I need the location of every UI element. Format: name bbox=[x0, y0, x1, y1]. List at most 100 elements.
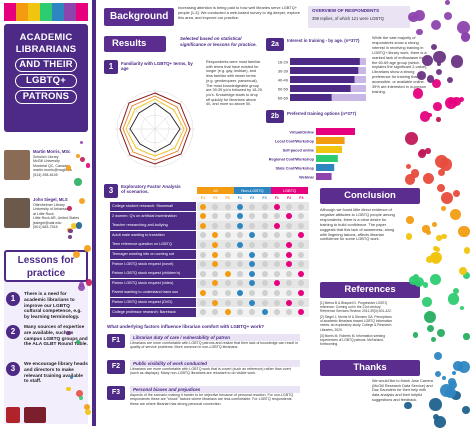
conclusion-text: Although we found little direct evidence… bbox=[320, 207, 395, 242]
factor-loading-dot bbox=[212, 280, 219, 287]
decorative-dot bbox=[425, 229, 432, 236]
scenario-row: 2 women: Q's on artificial insemination bbox=[110, 211, 196, 221]
decorative-dot bbox=[419, 110, 431, 122]
author-line: University of Arkansas bbox=[33, 207, 69, 211]
interest-category-label: 50-59 bbox=[278, 87, 289, 92]
factor-loading-dot bbox=[236, 261, 243, 268]
decorative-dot bbox=[433, 352, 442, 361]
factor-loading-dot bbox=[286, 241, 293, 248]
factor-loading-dot bbox=[212, 222, 219, 229]
decorative-dot bbox=[439, 158, 452, 171]
decorative-dot bbox=[416, 28, 424, 36]
decorative-dot bbox=[405, 232, 413, 240]
factor-loading-dot bbox=[261, 309, 268, 316]
factor-loading-dot bbox=[286, 261, 293, 268]
factor-loading-dot bbox=[236, 203, 243, 210]
title-line: AND THEIR bbox=[15, 58, 77, 72]
lessons-title: Lessons for practice bbox=[4, 250, 88, 282]
factor-loading-dot bbox=[224, 261, 231, 268]
decorative-dot bbox=[435, 371, 442, 378]
factor-loading-dot bbox=[200, 213, 206, 220]
decorative-dot bbox=[435, 68, 443, 75]
decorative-dot bbox=[427, 324, 435, 332]
decorative-dot bbox=[457, 21, 470, 34]
lesson-text: Many sources of expertise are available,… bbox=[24, 325, 88, 348]
scenario-row: Parent wanting to understand trans son bbox=[110, 288, 196, 298]
factor-loading-dot bbox=[298, 289, 305, 296]
factor-loading-dot bbox=[273, 299, 280, 306]
training-category-label: Local Conf/Workshop bbox=[275, 140, 315, 144]
mcgill-logo bbox=[6, 407, 20, 423]
factor-loading-dot bbox=[273, 232, 280, 239]
factor-column-header: F1 bbox=[200, 196, 206, 200]
factor-loading-dot bbox=[224, 289, 231, 296]
title-line: LGBTQ+ bbox=[15, 74, 77, 88]
factor-loading-dot bbox=[200, 251, 206, 258]
scenario-row: Teacher researching anti-bullying bbox=[110, 221, 196, 231]
factor-loading-dot bbox=[236, 280, 243, 287]
decorative-dot bbox=[411, 169, 420, 178]
poster-title: ACADEMIC LIBRARIANS AND THEIR LGBTQ+ PAT… bbox=[4, 24, 88, 132]
factor-loading-dot bbox=[236, 222, 243, 229]
author-line: Little Rock AR, United States bbox=[33, 216, 80, 220]
author-email[interactable]: martin.morris@mcgill.ca bbox=[33, 168, 72, 172]
section-title: Preferred training options (n=377) bbox=[287, 111, 357, 116]
training-chart: Virtual/Online Local Conf/Workshop Self-pa… bbox=[269, 128, 355, 180]
section-title: Exploratory Factor Analysis of scenarios… bbox=[121, 184, 181, 195]
decorative-dot bbox=[463, 271, 470, 279]
background-header: Background bbox=[104, 8, 174, 26]
factor-loading-dot bbox=[249, 213, 256, 220]
side-text: While the vast majority of respondents s… bbox=[372, 35, 428, 94]
decorative-dot bbox=[436, 184, 445, 192]
interest-category-label: 60-69 bbox=[278, 96, 289, 101]
decorative-dot bbox=[434, 154, 448, 168]
decorative-dot bbox=[458, 225, 470, 238]
factor-loading-dot bbox=[200, 280, 206, 287]
interest-bar bbox=[354, 76, 366, 83]
factor-loading-dot bbox=[224, 203, 231, 210]
decorative-dot bbox=[440, 191, 453, 204]
factor-loading-dot bbox=[273, 270, 280, 277]
interest-category-label: 40-49 bbox=[278, 78, 289, 83]
factor-loading-dot bbox=[212, 203, 219, 210]
author-email[interactable]: jssiegel@ualr.edu bbox=[33, 220, 62, 225]
factor-loading-dot bbox=[200, 232, 206, 239]
factor-loading-dot bbox=[286, 299, 293, 306]
section-number: 2b bbox=[266, 110, 284, 123]
decorative-dot bbox=[445, 0, 450, 6]
author-phone: (501) 683-7516 bbox=[33, 225, 58, 229]
training-bar bbox=[316, 128, 355, 135]
factor-loading-dot bbox=[273, 203, 280, 210]
decorative-dot bbox=[406, 163, 412, 169]
factor-column-header: F3 bbox=[225, 196, 230, 200]
training-category-label: State Conf/Workshop bbox=[275, 167, 314, 171]
decorative-dot bbox=[418, 150, 426, 158]
decorative-dot bbox=[413, 332, 419, 338]
decorative-dot bbox=[457, 360, 470, 373]
interest-chart: 18-29 30-39 40-49 50-59 60-69 bbox=[278, 58, 366, 101]
training-bar bbox=[316, 164, 335, 171]
decorative-dot bbox=[450, 55, 464, 69]
decorative-dot bbox=[447, 77, 454, 84]
lesson-number: 1 bbox=[6, 292, 20, 306]
conclusion-header: Conclusion bbox=[320, 188, 420, 204]
factor-loading-dot bbox=[261, 270, 268, 277]
decorative-dot bbox=[433, 413, 440, 421]
author-line: McGill University bbox=[33, 159, 60, 163]
decorative-dot bbox=[431, 79, 441, 89]
legend-all: All bbox=[197, 187, 234, 194]
reference-item: [2] Siegel J, Morris M & Stevens GA. Per… bbox=[320, 315, 393, 332]
factor-loading-dot bbox=[200, 203, 206, 210]
factor-loading-dot bbox=[224, 280, 231, 287]
decorative-dot bbox=[458, 96, 465, 103]
interest-category-label: 18-29 bbox=[278, 60, 289, 65]
factor-loading-dot bbox=[200, 299, 206, 306]
decorative-dot bbox=[425, 148, 431, 154]
factor-loading-dot bbox=[224, 309, 231, 316]
factor-loading-dot bbox=[298, 241, 305, 248]
author-line: Ottenheimer Library bbox=[33, 202, 65, 207]
factor-loading-dot bbox=[273, 289, 280, 296]
decorative-dot bbox=[463, 33, 470, 40]
training-category-label: Webinar bbox=[299, 176, 314, 180]
decorative-dot bbox=[451, 390, 462, 401]
